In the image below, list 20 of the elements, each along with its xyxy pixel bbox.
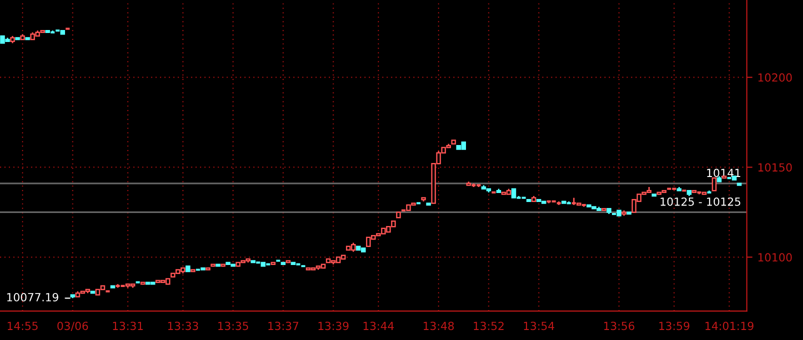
y-tick-label: 10100 bbox=[758, 253, 792, 262]
x-tick-label: 13:48 bbox=[424, 322, 454, 330]
x-tick-label: 13:33 bbox=[168, 322, 198, 330]
y-tick-label: 10150 bbox=[758, 163, 792, 172]
annotation: 10077.19 bbox=[7, 292, 58, 302]
x-tick-label: 14:55 bbox=[8, 322, 38, 330]
x-tick-label: 13:31 bbox=[113, 322, 143, 330]
x-tick-label: 13:39 bbox=[318, 322, 349, 330]
x-tick-label: 13:56 bbox=[604, 322, 634, 330]
y-tick-label: 10200 bbox=[758, 73, 792, 82]
x-tick-label: 13:59 bbox=[659, 322, 690, 330]
x-tick-label: 14:01:19 bbox=[706, 322, 754, 330]
ref-line-label: 10125 - 10125 bbox=[660, 197, 740, 206]
x-tick-label: 13:37 bbox=[268, 322, 298, 330]
x-tick-label: 03/06 bbox=[57, 322, 88, 331]
candlestick bbox=[712, 177, 717, 192]
x-tick-label: 13:35 bbox=[218, 322, 248, 330]
x-tick-label: 13:44 bbox=[364, 322, 394, 330]
x-tick-label: 13:52 bbox=[474, 322, 504, 330]
x-tick-label: 13:54 bbox=[524, 322, 554, 330]
